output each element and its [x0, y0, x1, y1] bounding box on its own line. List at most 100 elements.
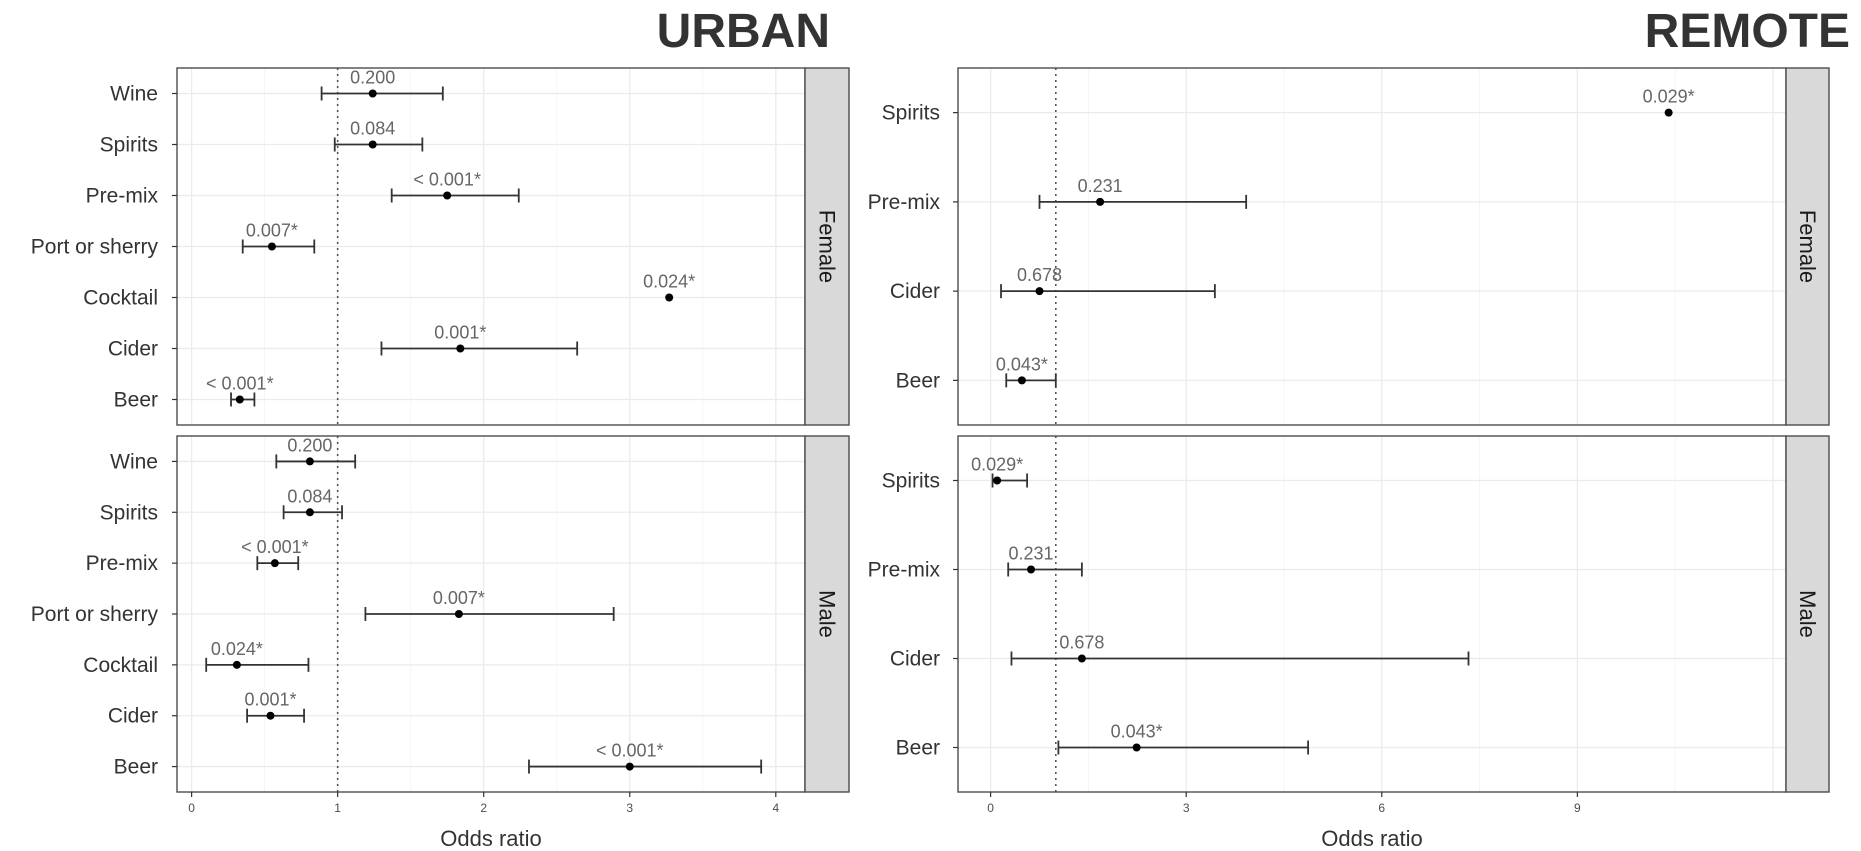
category-label-pre-mix: Pre-mix: [86, 185, 159, 208]
remote-chart: REMOTE Female Spirits Pre-mix Cider Beer 0.029…: [868, 5, 1850, 851]
p-label-wine: 0.200: [287, 435, 332, 455]
x-tick-label: 3: [1183, 801, 1190, 815]
point-beer: [235, 395, 244, 404]
p-label-cider: 0.678: [1059, 633, 1104, 653]
urban-chart: URBAN Female Wine Spirits Pre-mix Port or she…: [31, 5, 850, 851]
p-label-spirits: 0.029*: [1643, 87, 1695, 107]
errorbar-cider: [380, 341, 579, 356]
strip-label-female: Female: [1795, 210, 1820, 283]
point-cider: [1077, 654, 1086, 663]
category-label-pre-mix: Pre-mix: [868, 559, 941, 582]
errorbar-wine: [320, 86, 444, 101]
p-label-port-or-sherry: 0.007*: [246, 221, 298, 241]
errorbar-cider: [246, 708, 305, 723]
strip-female: [1785, 67, 1830, 426]
category-label-cider: Cider: [890, 648, 940, 671]
category-label-port-or-sherry: Port or sherry: [31, 236, 159, 259]
p-label-spirits: 0.029*: [971, 455, 1023, 475]
point-spirits: [1664, 108, 1673, 117]
category-label-beer: Beer: [896, 369, 940, 392]
strip-male: [1785, 435, 1830, 793]
strip-label-male: Male: [815, 590, 840, 638]
remote-x-axis-title: Odds ratio: [1321, 826, 1423, 851]
point-cider: [456, 344, 465, 353]
point-cocktail: [232, 660, 241, 669]
point-pre-mix: [443, 191, 452, 200]
strip-female: [804, 67, 850, 426]
point-spirits: [368, 140, 377, 149]
category-label-pre-mix: Pre-mix: [868, 191, 941, 214]
p-label-pre-mix: 0.231: [1078, 176, 1123, 196]
category-label-wine: Wine: [110, 450, 158, 473]
x-tick-label: 9: [1574, 801, 1581, 815]
point-beer: [1017, 376, 1026, 385]
errorbar-port-or-sherry: [364, 607, 615, 621]
category-label-cider: Cider: [890, 280, 940, 303]
errorbar-beer: [528, 759, 763, 774]
point-pre-mix: [1096, 197, 1105, 206]
errorbar-beer: [1005, 373, 1057, 388]
x-tick-label: 3: [626, 801, 633, 815]
p-label-pre-mix: 0.231: [1008, 544, 1053, 564]
category-label-spirits: Spirits: [882, 470, 940, 493]
errorbar-pre-mix: [390, 188, 520, 203]
p-label-beer: < 0.001*: [596, 741, 664, 761]
remote-panel-male: Male Spirits Pre-mix Cider Beer 0.029* 0.231 0.…: [868, 435, 1830, 851]
urban-panel-male: Male Wine Spirits Pre-mix Port or sherry Cock…: [31, 435, 850, 851]
p-label-port-or-sherry: 0.007*: [433, 588, 485, 608]
p-label-spirits: 0.084: [287, 486, 332, 506]
strip-label-female: Female: [815, 210, 840, 283]
point-beer: [625, 762, 634, 771]
strip-male: [804, 435, 850, 793]
point-wine: [305, 457, 314, 466]
x-tick-label: 0: [188, 801, 195, 815]
panel-background: [958, 436, 1786, 792]
strip-label-male: Male: [1795, 590, 1820, 638]
category-label-beer: Beer: [114, 756, 158, 779]
p-label-cider: 0.678: [1017, 265, 1062, 285]
errorbar-wine: [275, 454, 357, 469]
point-cider: [1035, 287, 1044, 296]
point-port-or-sherry: [454, 610, 463, 618]
category-label-port-or-sherry: Port or sherry: [31, 603, 159, 626]
x-tick-label: 4: [772, 801, 779, 815]
remote-title: REMOTE: [1645, 5, 1850, 58]
point-spirits: [305, 508, 314, 517]
p-label-beer: < 0.001*: [206, 374, 274, 394]
point-cider: [266, 711, 275, 720]
category-label-spirits: Spirits: [882, 102, 940, 125]
errorbar-cocktail: [205, 657, 310, 672]
category-label-wine: Wine: [110, 83, 158, 106]
point-pre-mix: [270, 559, 279, 568]
point-cocktail: [665, 293, 674, 302]
urban-panel-female: Female Wine Spirits Pre-mix Port or sherry Co…: [31, 67, 850, 426]
x-tick-label: 6: [1378, 801, 1385, 815]
p-label-pre-mix: < 0.001*: [413, 170, 481, 190]
x-tick-label: 1: [334, 801, 341, 815]
category-label-spirits: Spirits: [100, 134, 158, 157]
errorbar-beer: [1057, 740, 1310, 755]
category-label-cocktail: Cocktail: [83, 287, 158, 310]
urban-x-axis-title: Odds ratio: [440, 826, 542, 851]
p-label-pre-mix: < 0.001*: [241, 537, 309, 557]
p-label-cocktail: 0.024*: [643, 272, 695, 292]
p-label-beer: 0.043*: [1111, 722, 1163, 742]
category-label-pre-mix: Pre-mix: [86, 552, 159, 575]
point-beer: [1132, 743, 1141, 752]
remote-panel-female: Female Spirits Pre-mix Cider Beer 0.029* 0.231…: [868, 67, 1830, 426]
urban-title: URBAN: [657, 5, 830, 58]
errorbar-port-or-sherry: [241, 239, 316, 254]
p-label-cocktail: 0.024*: [211, 639, 263, 659]
errorbar-cider: [1010, 651, 1470, 666]
point-wine: [368, 89, 377, 98]
x-tick-label: 2: [480, 801, 487, 815]
panel-background: [958, 68, 1786, 425]
p-label-beer: 0.043*: [996, 354, 1048, 374]
category-label-cider: Cider: [108, 705, 158, 728]
category-label-spirits: Spirits: [100, 501, 158, 524]
errorbar-pre-mix: [1038, 194, 1248, 209]
category-label-cocktail: Cocktail: [83, 654, 158, 677]
point-pre-mix: [1027, 565, 1036, 574]
p-label-spirits: 0.084: [350, 119, 395, 139]
